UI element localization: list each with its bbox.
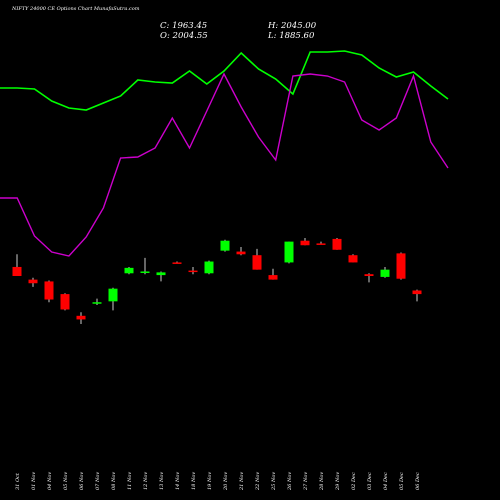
x-tick-label: 13 Nov	[159, 472, 165, 490]
bearish-candle	[412, 290, 422, 295]
bullish-candle	[220, 240, 230, 251]
bearish-candle	[188, 270, 198, 273]
x-tick-label: 06 Nov	[79, 472, 85, 490]
middle-indicator-line	[0, 72, 449, 257]
bearish-candle	[396, 253, 406, 279]
x-tick-label: 06 Dec	[415, 472, 421, 490]
bullish-candle	[380, 269, 390, 277]
x-tick-label: 12 Nov	[143, 472, 149, 490]
x-tick-label: 28 Nov	[319, 472, 325, 491]
x-tick-label: 01 Nov	[31, 472, 37, 490]
bearish-candle	[76, 315, 86, 320]
x-tick-label: 04 Dec	[383, 472, 389, 490]
bullish-candle	[108, 288, 118, 302]
bearish-candle	[348, 255, 358, 263]
x-tick-label: 07 Nov	[95, 472, 101, 490]
x-tick-label: 05 Dec	[399, 472, 405, 490]
upper-indicator-line	[0, 50, 449, 111]
x-tick-label: 20 Nov	[223, 472, 229, 491]
open-value: O: 2004.55	[160, 31, 208, 41]
bullish-candle	[140, 271, 150, 273]
x-tick-label: 31 Oct	[15, 472, 21, 490]
x-tick-label: 04 Nov	[47, 472, 53, 490]
bearish-candle	[364, 274, 374, 276]
x-tick-label: 05 Nov	[63, 472, 69, 490]
x-tick-label: 02 Dec	[351, 472, 357, 490]
bullish-candle	[156, 272, 166, 276]
high-value: H: 2045.00	[267, 21, 317, 31]
close-value: C: 1963.45	[160, 21, 207, 31]
x-tick-label: 08 Nov	[111, 472, 117, 490]
bullish-candle	[284, 241, 294, 263]
x-tick-label: 22 Nov	[255, 472, 261, 491]
bullish-candle	[124, 267, 134, 274]
bearish-candle	[316, 243, 326, 245]
x-tick-label: 27 Nov	[303, 472, 309, 491]
bearish-candle	[44, 281, 54, 300]
x-tick-label: 25 Nov	[271, 472, 277, 491]
bearish-candle	[268, 275, 278, 280]
bearish-candle	[332, 238, 342, 250]
chart-title: NIFTY 24000 CE Options Chart MunafaSutra…	[11, 6, 140, 12]
low-value: L: 1885.60	[267, 31, 315, 41]
x-tick-label: 11 Nov	[127, 472, 133, 490]
bearish-candle	[252, 255, 262, 270]
bearish-candle	[300, 240, 310, 246]
x-tick-label: 29 Nov	[335, 472, 341, 491]
bullish-candle	[92, 302, 102, 304]
bearish-candle	[60, 294, 70, 310]
x-tick-label: 19 Nov	[207, 472, 213, 490]
candles-group	[12, 238, 422, 324]
bearish-candle	[236, 251, 246, 255]
bearish-candle	[28, 279, 38, 284]
x-tick-label: 21 Nov	[239, 472, 245, 491]
x-tick-label: 18 Nov	[191, 472, 197, 490]
x-tick-label: 26 Nov	[287, 472, 293, 491]
bearish-candle	[12, 266, 22, 276]
bullish-candle	[204, 261, 214, 274]
bearish-candle	[172, 262, 182, 264]
x-tick-label: 03 Dec	[367, 472, 373, 490]
x-tick-label: 14 Nov	[175, 472, 181, 490]
x-axis-ticks: 31 Oct 01 Nov 04 Nov 05 Nov 06 Nov 07 Nov 08 N…	[15, 472, 421, 491]
